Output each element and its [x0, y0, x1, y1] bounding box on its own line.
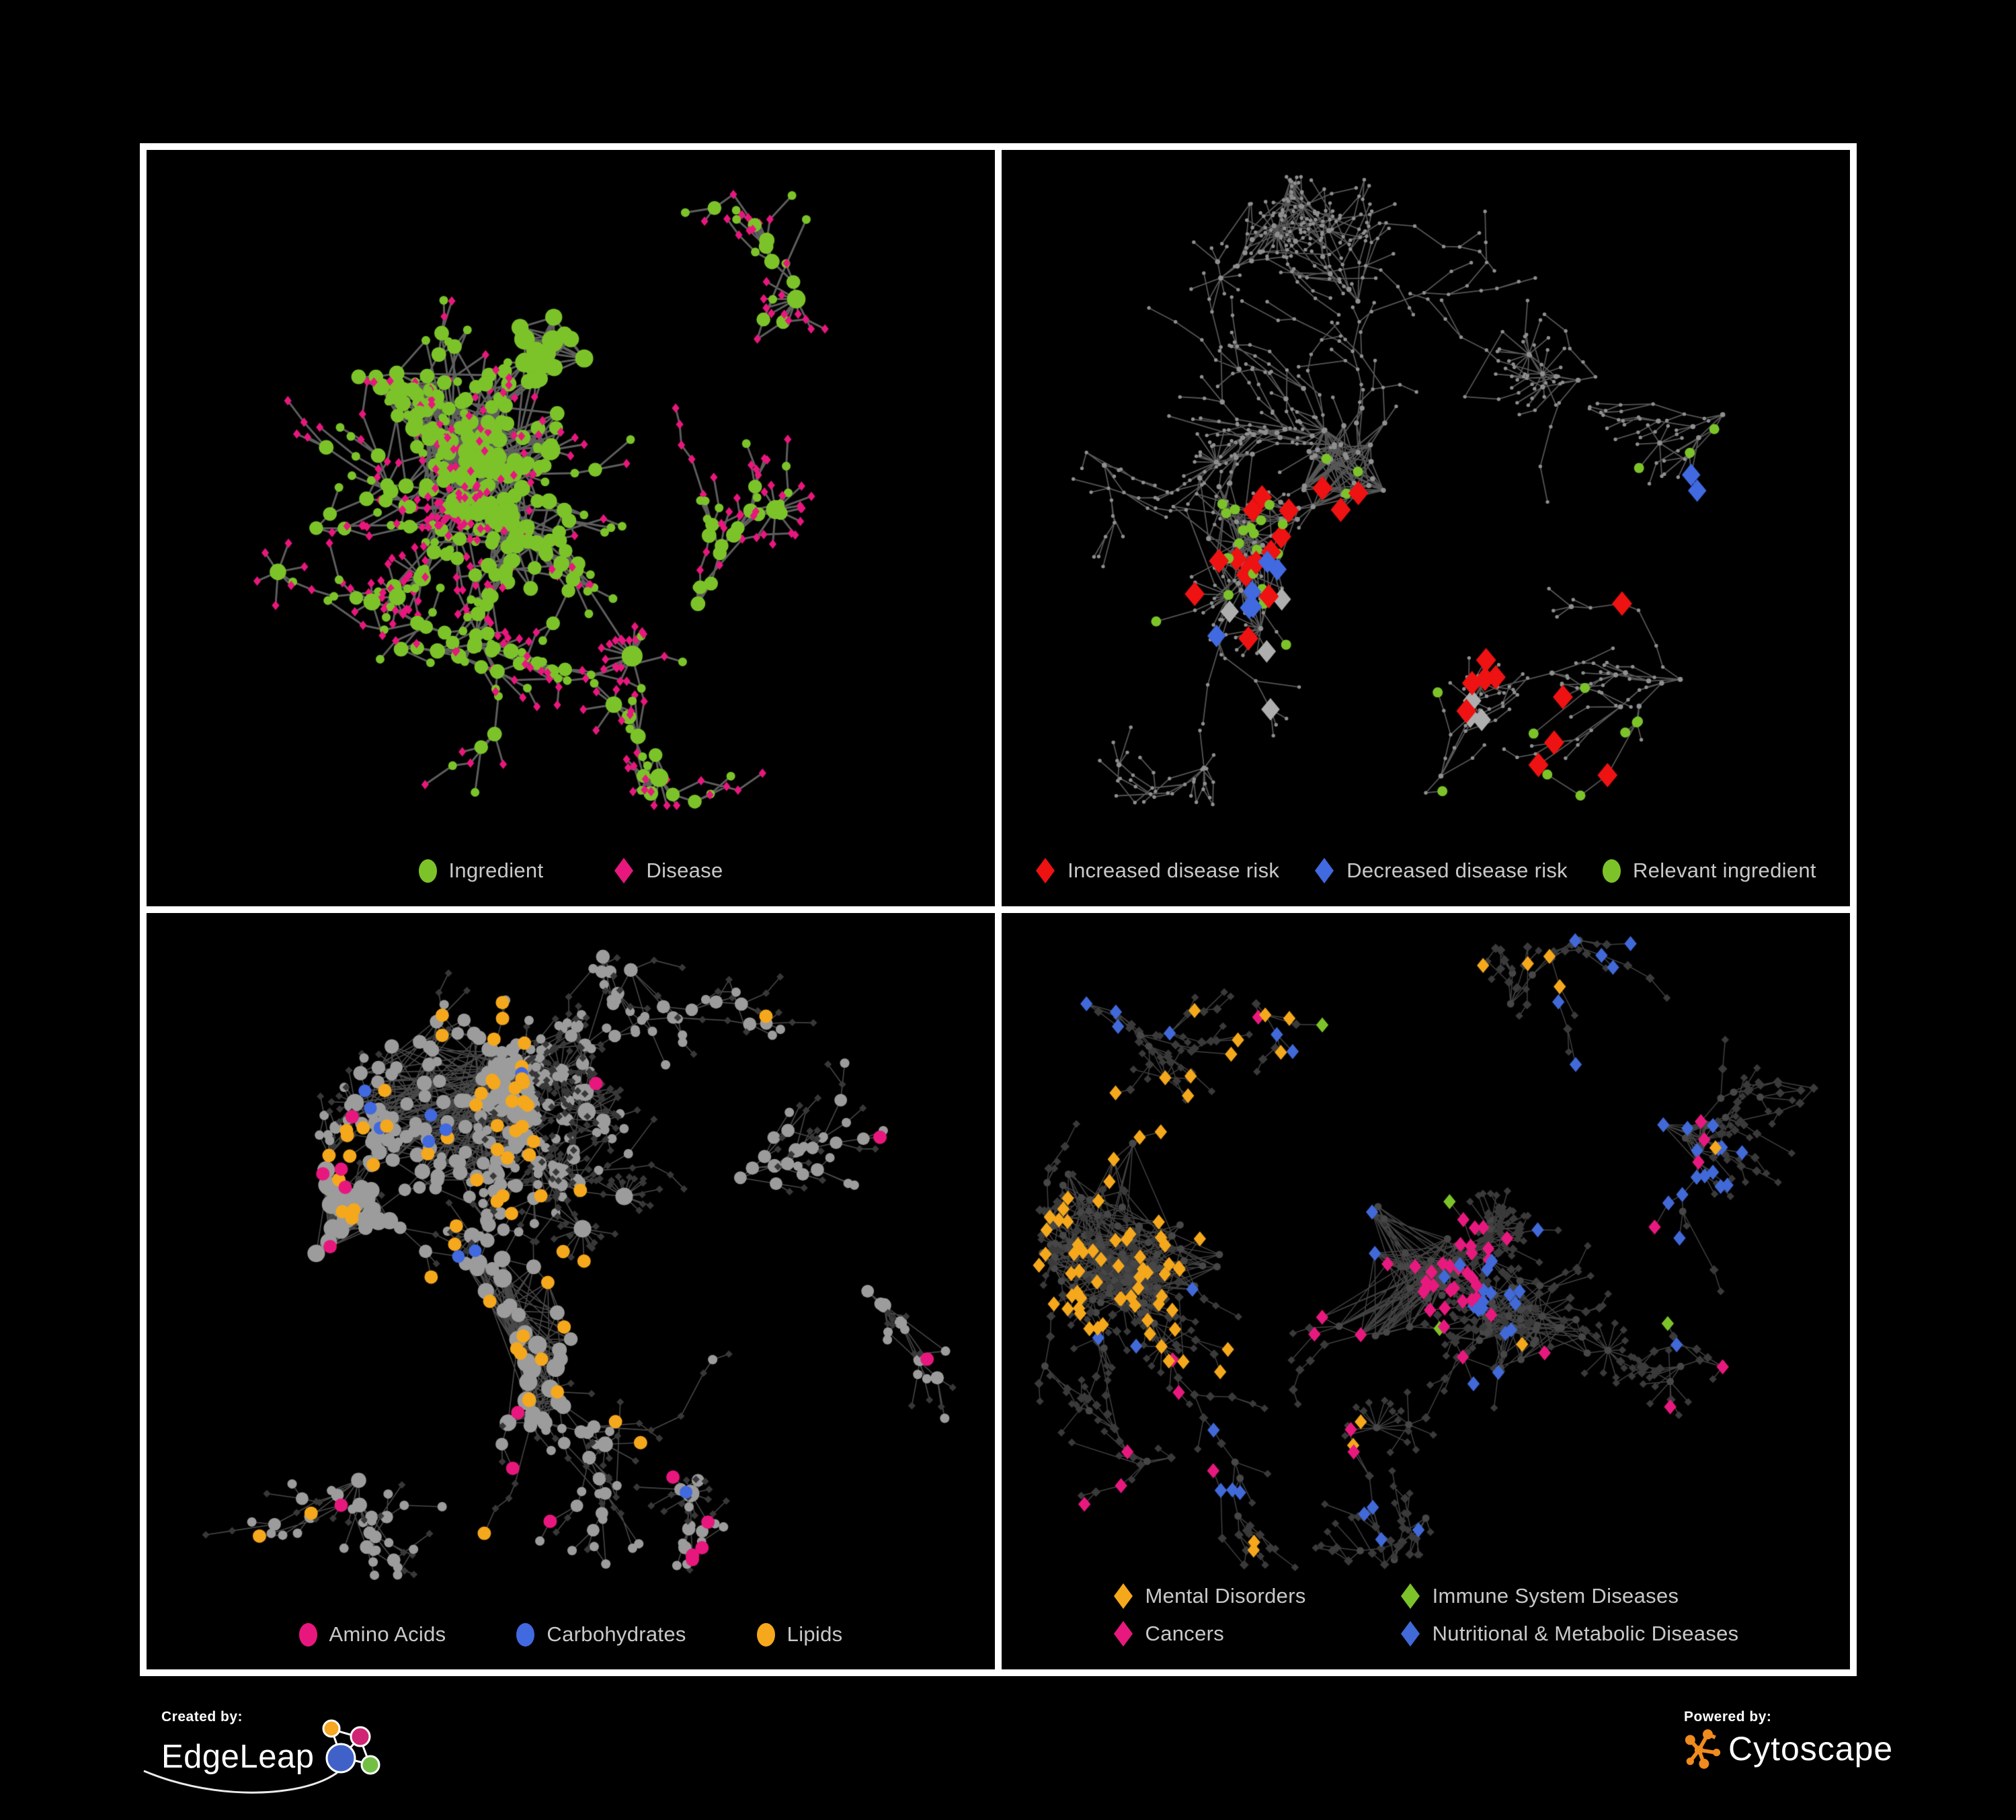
legend-item: Mental Disorders [1113, 1583, 1306, 1609]
circle-marker-icon [756, 1622, 775, 1647]
panel-disease-categories: Mental Disorders Immune System Diseases Ca… [1002, 913, 1850, 1669]
legend-nutrient-classes: Amino Acids Carbohydrates Lipids [147, 1622, 995, 1647]
network-canvas-disease-risk [1002, 150, 1850, 906]
circle-marker-icon [418, 859, 437, 883]
diamond-marker-icon [1113, 1583, 1133, 1609]
legend-label: Decreased disease risk [1346, 859, 1568, 882]
cytoscape-brand-text: Cytoscape [1728, 1730, 1894, 1768]
network-canvas-ingredient-disease [147, 150, 995, 906]
legend-label: Mental Disorders [1145, 1584, 1306, 1608]
legend-label: Cancers [1145, 1622, 1225, 1645]
edgeleap-network-icon [322, 1719, 380, 1775]
legend-item: Disease [614, 858, 723, 883]
panel-ingredient-disease: Ingredient Disease [147, 150, 995, 906]
network-canvas-disease-categories [1002, 913, 1850, 1669]
legend-label: Amino Acids [329, 1622, 446, 1646]
panel-nutrient-classes: Amino Acids Carbohydrates Lipids [147, 913, 995, 1669]
legend-item: Amino Acids [298, 1622, 446, 1647]
legend-label: Carbohydrates [547, 1622, 686, 1646]
panel-grid: Ingredient Disease Increased disease risk… [140, 143, 1857, 1676]
legend-label: Immune System Diseases [1432, 1584, 1679, 1608]
diamond-marker-icon [1036, 858, 1055, 883]
legend-item: Cancers [1113, 1621, 1225, 1647]
legend-label: Relevant ingredient [1633, 859, 1816, 882]
legend-label: Disease [646, 859, 723, 882]
created-by-caption: Created by: [161, 1709, 243, 1725]
circle-marker-icon [1603, 859, 1621, 883]
cytoscape-network-icon [1685, 1729, 1721, 1769]
edgeleap-logo: Created by: EdgeLeap [143, 1709, 387, 1794]
legend-label: Ingredient [448, 859, 544, 882]
network-canvas-nutrient-classes [147, 913, 995, 1669]
legend-item: Relevant ingredient [1603, 859, 1816, 883]
legend-item: Increased disease risk [1035, 858, 1279, 883]
legend-item: Lipids [756, 1622, 843, 1647]
diamond-marker-icon [1400, 1583, 1420, 1609]
panel-disease-risk: Increased disease risk Decreased disease … [1002, 150, 1850, 906]
legend-disease-risk: Increased disease risk Decreased disease … [1002, 858, 1850, 883]
powered-by-caption: Powered by: [1684, 1709, 1772, 1725]
legend-item: Decreased disease risk [1314, 858, 1568, 883]
diamond-marker-icon [614, 858, 634, 883]
legend-item: Ingredient [418, 859, 544, 883]
diamond-marker-icon [1315, 858, 1334, 883]
legend-label: Lipids [787, 1622, 843, 1646]
legend-label: Nutritional & Metabolic Diseases [1432, 1622, 1739, 1645]
legend-item: Nutritional & Metabolic Diseases [1400, 1621, 1739, 1647]
circle-marker-icon [298, 1622, 317, 1647]
legend-item: Carbohydrates [516, 1622, 686, 1647]
legend-item: Immune System Diseases [1400, 1583, 1679, 1609]
diamond-marker-icon [1400, 1621, 1420, 1647]
legend-label: Increased disease risk [1067, 859, 1280, 882]
edgeleap-brand-text: EdgeLeap [161, 1738, 315, 1775]
circle-marker-icon [516, 1622, 535, 1647]
cytoscape-logo: Powered by: Cytoscape [1684, 1709, 1893, 1770]
legend-disease-categories: Mental Disorders Immune System Diseases Ca… [1113, 1583, 1739, 1647]
legend-ingredient-disease: Ingredient Disease [147, 858, 995, 883]
diamond-marker-icon [1113, 1621, 1133, 1647]
